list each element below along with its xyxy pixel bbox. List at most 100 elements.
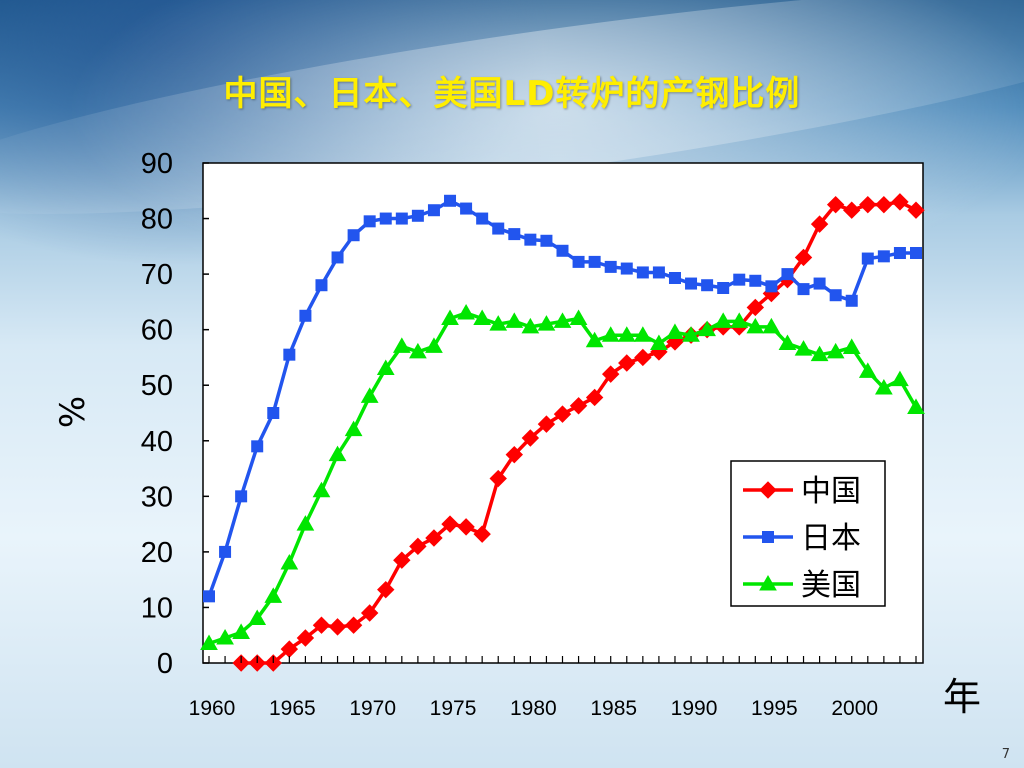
data-point — [328, 618, 347, 636]
x-tick-label: 1990 — [671, 697, 718, 720]
data-point — [572, 255, 585, 268]
data-point — [537, 315, 556, 331]
data-point — [794, 340, 813, 356]
data-point — [540, 234, 553, 247]
data-point — [457, 518, 475, 536]
data-point — [585, 388, 604, 407]
series-2 — [203, 194, 922, 603]
data-point — [312, 616, 331, 634]
data-point — [893, 247, 906, 259]
data-point — [537, 415, 556, 433]
data-point — [569, 309, 588, 326]
x-tick-label: 1960 — [189, 697, 236, 720]
legend-marker — [759, 481, 777, 499]
data-point — [524, 233, 537, 246]
data-point — [264, 587, 283, 603]
y-axis-label: % — [53, 396, 93, 428]
data-point — [376, 359, 395, 376]
data-point — [701, 279, 714, 292]
data-point — [875, 195, 893, 214]
data-point — [425, 529, 443, 547]
data-point — [489, 469, 507, 488]
data-point — [492, 222, 505, 235]
data-point — [652, 266, 665, 279]
data-point — [476, 212, 489, 225]
y-tick-label: 10 — [141, 592, 173, 624]
data-point — [778, 334, 797, 351]
data-point — [377, 580, 395, 599]
data-point — [733, 273, 746, 286]
data-point — [794, 248, 813, 267]
data-point — [569, 397, 588, 415]
data-point — [347, 229, 360, 242]
data-point — [907, 201, 925, 219]
x-tick-label: 2000 — [831, 697, 878, 720]
data-point — [875, 378, 893, 395]
data-point — [489, 315, 508, 331]
data-point — [762, 317, 781, 334]
data-point — [620, 262, 633, 275]
data-point — [392, 337, 411, 353]
data-point — [842, 338, 861, 354]
slide-title: 中国、日本、美国LD转炉的产钢比例 — [223, 74, 801, 114]
data-point — [730, 312, 749, 328]
data-point — [858, 362, 877, 378]
data-point — [682, 326, 700, 342]
data-point — [441, 515, 459, 533]
data-point — [360, 387, 379, 403]
data-point — [299, 309, 312, 322]
data-point — [910, 247, 922, 259]
data-point — [379, 212, 392, 225]
data-point — [891, 193, 909, 211]
data-point — [393, 551, 411, 569]
data-point — [473, 309, 492, 326]
data-point — [457, 303, 475, 320]
data-point — [666, 323, 684, 339]
data-point — [714, 312, 733, 328]
data-point — [891, 370, 909, 387]
data-point — [553, 312, 572, 328]
data-point — [797, 283, 810, 296]
data-point — [650, 334, 668, 351]
data-point — [617, 326, 636, 342]
data-point — [685, 277, 698, 290]
data-point — [363, 215, 376, 228]
legend-item: 美国 — [743, 568, 861, 603]
data-point — [810, 215, 829, 233]
data-point — [283, 348, 296, 361]
x-tick-label: 1975 — [430, 697, 477, 720]
data-point — [717, 282, 730, 294]
data-point — [746, 317, 765, 334]
data-point — [601, 326, 620, 342]
x-tick-label: 1970 — [349, 697, 396, 720]
data-point — [296, 629, 315, 647]
data-point — [296, 515, 315, 531]
data-point — [829, 289, 842, 302]
data-point — [861, 252, 874, 265]
data-point — [813, 277, 826, 290]
data-point — [698, 320, 716, 337]
data-point — [826, 342, 845, 359]
data-point — [588, 255, 601, 268]
y-tick-label: 80 — [141, 204, 173, 236]
data-point — [668, 272, 681, 284]
y-tick-label: 20 — [141, 537, 173, 569]
page-number: 7 — [1001, 747, 1010, 762]
data-point — [331, 251, 344, 264]
data-point — [585, 331, 604, 348]
legend — [730, 460, 886, 607]
data-point — [328, 445, 347, 462]
y-tick-label: 40 — [141, 426, 173, 458]
data-point — [604, 260, 617, 273]
y-tick-label: 90 — [141, 148, 173, 180]
data-point — [360, 604, 379, 622]
data-point — [505, 445, 524, 464]
data-point — [427, 204, 440, 217]
data-point — [907, 398, 925, 414]
data-point — [556, 244, 569, 257]
data-point — [633, 326, 652, 342]
legend-marker — [759, 574, 777, 591]
data-point — [521, 429, 540, 447]
data-point — [200, 634, 218, 651]
